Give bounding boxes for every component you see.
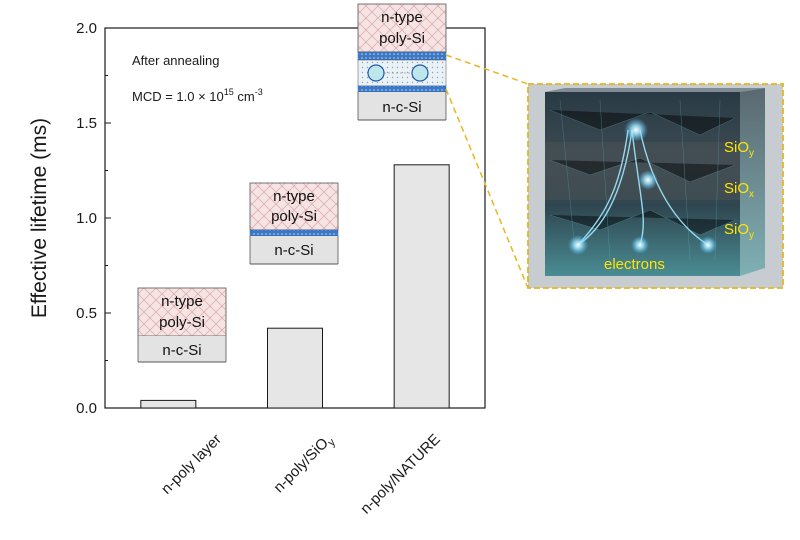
stack1-ntype: n-type	[161, 293, 203, 310]
zoom-connector-bottom	[445, 88, 529, 289]
category-label-2: n-poly/SiOy	[270, 430, 338, 498]
stack-diagram-1: n-type poly-Si n-c-Si	[137, 287, 227, 363]
render-label-sioy-bottom: SiOy	[724, 221, 754, 241]
category-label-3: n-poly/NATURE	[357, 431, 444, 518]
y-tick-label: 0.5	[76, 305, 97, 322]
annealing-note: After annealing	[132, 53, 219, 68]
bar-3	[393, 164, 450, 409]
stack3-sioy-bottom	[357, 85, 447, 93]
stack3-polysi: poly-Si	[379, 30, 425, 47]
stack3-sioy-top	[357, 51, 447, 61]
stack1-polysi: poly-Si	[159, 314, 205, 331]
stack1-ncsi: n-c-Si	[162, 342, 201, 359]
render-label-sioy-top: SiOy	[724, 139, 754, 159]
nanostructure-render: SiOy SiOx SiOy electrons	[527, 83, 784, 289]
stack3-nanosphere-2	[411, 64, 429, 82]
stack2-siox-layer	[249, 229, 339, 237]
stack-diagram-3: n-type poly-Si n-c-Si	[357, 3, 447, 121]
bar-series	[140, 164, 450, 409]
render-label-electrons: electrons	[604, 256, 665, 273]
bar-2	[267, 327, 323, 409]
y-tick-label: 1.0	[76, 210, 97, 227]
category-label-1: n-poly layer	[158, 431, 225, 498]
stack3-nanosphere-1	[367, 64, 385, 82]
y-tick-label: 0.0	[76, 400, 97, 417]
stack3-ntype: n-type	[381, 9, 423, 26]
stack-diagram-2: n-type poly-Si n-c-Si	[249, 182, 339, 265]
bar-1	[140, 399, 197, 409]
y-tick-label: 2.0	[76, 20, 97, 37]
render-label-siox: SiOx	[724, 180, 754, 200]
y-axis-label: Effective lifetime (ms)	[28, 118, 51, 318]
y-axis-ticks: 0.0 0.5 1.0 1.5 2.0	[76, 20, 111, 417]
mcd-note: MCD = 1.0 × 1015 cm-3	[132, 87, 263, 104]
stack2-ntype: n-type	[273, 188, 315, 205]
stack2-ncsi: n-c-Si	[274, 242, 313, 259]
stack2-polysi: poly-Si	[271, 208, 317, 225]
y-tick-label: 1.5	[76, 115, 97, 132]
stack3-ncsi: n-c-Si	[382, 99, 421, 116]
zoom-connector-top	[445, 54, 529, 85]
